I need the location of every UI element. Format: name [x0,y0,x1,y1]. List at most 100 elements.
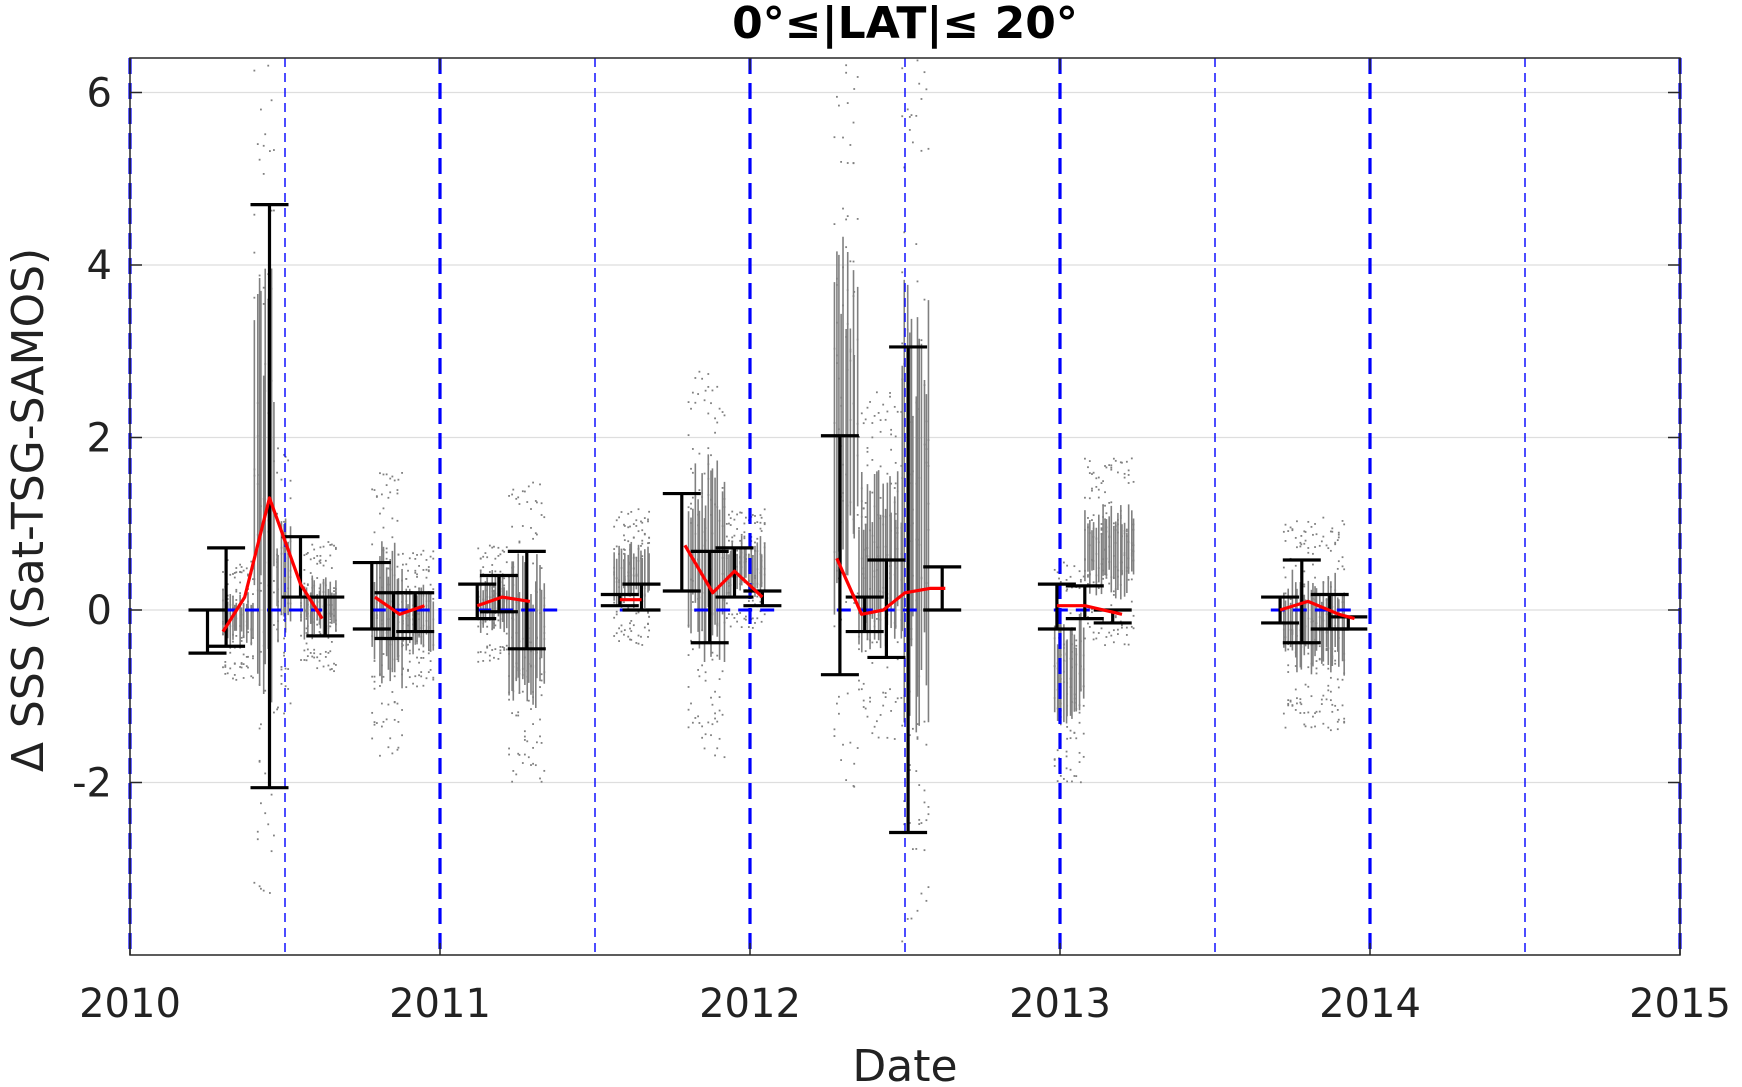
scatter-point [532,746,534,749]
scatter-point [401,642,403,645]
scatter-point [518,640,521,643]
scatter-point [414,675,417,678]
scatter-point [754,549,756,552]
scatter-point [1119,583,1122,586]
scatter-point [416,573,418,576]
scatter-point [739,561,742,563]
scatter-point [879,465,882,468]
scatter-point [890,564,893,567]
scatter-point [327,604,330,606]
scatter-point [1315,660,1318,662]
error-bars [188,203,1368,835]
scatter-point [745,560,747,563]
scatter-point [721,525,724,528]
scatter-point [429,583,432,586]
scatter-point [882,515,885,517]
scatter-point [1084,528,1086,531]
scatter-point [1296,702,1298,705]
scatter-point [1079,580,1082,583]
scatter-point [1088,626,1091,628]
scatter-point [911,415,914,418]
scatter-point [260,108,262,111]
scatter-point [838,695,840,698]
scatter-point [643,594,646,597]
scatter-point [873,575,876,578]
scatter-point [380,586,383,589]
scatter-point [305,642,308,645]
scatter-point [379,673,381,676]
scatter-point [270,379,273,382]
scatter-point [882,704,885,707]
scatter-point [856,454,859,457]
scatter-point [334,664,337,666]
scatter-point [512,690,515,693]
scatter-point [1289,628,1292,631]
scatter-point [539,483,541,486]
scatter-point [303,608,306,611]
scatter-point [1053,758,1056,761]
scatter-point [745,615,747,618]
scatter-point [703,591,706,594]
scatter-point [632,567,635,569]
scatter-point [250,560,253,563]
scatter-point [908,116,911,118]
scatter-point [1110,464,1113,467]
scatter-point [923,298,926,301]
scatter-point [836,284,838,286]
scatter-point [229,667,232,670]
scatter-point [309,652,312,654]
scatter-point [725,557,728,560]
scatter-point [373,489,376,491]
scatter-point [407,585,409,588]
scatter-point [759,572,762,574]
scatter-point [252,593,254,596]
scatter-point [754,574,756,577]
scatter-point [536,609,538,612]
scatter-point [479,651,482,653]
scatter-point [373,680,376,683]
scatter-point [743,531,746,534]
scatter-point [322,591,325,593]
scatter-point [479,576,482,579]
scatter-point [889,688,891,691]
scatter-point [239,666,242,668]
scatter-point [491,628,494,631]
scatter-point [729,570,732,572]
scatter-point [318,587,321,590]
scatter-point [866,547,869,549]
scatter-point [518,503,521,505]
scatter-point [527,637,530,640]
scatter-point [1088,544,1091,547]
scatter-point [412,682,414,685]
scatter-point [1304,625,1307,628]
scatter-point [276,512,279,515]
scatter-point [647,611,649,614]
scatter-point [432,678,435,681]
scatter-point [1088,573,1091,575]
scatter-point [232,573,234,575]
scatter-point [711,532,714,535]
scatter-point [501,618,504,620]
scatter-point [846,692,849,695]
scatter-point [1320,698,1323,701]
scatter-point [1108,631,1111,634]
scatter-point [264,689,267,692]
scatter-point [530,650,532,653]
scatter-point [889,572,891,575]
scatter-point [1296,697,1298,700]
scatter-point [277,620,279,623]
scatter-point [287,602,290,605]
scatter-point [1088,460,1091,462]
error-bar [396,591,435,634]
scatter-point [515,497,518,500]
scatter-point [703,747,706,750]
scatter-point [280,682,283,685]
scatter-point [729,524,732,526]
scatter-point [334,592,337,595]
scatter-point [527,641,530,644]
scatter-point [477,625,480,628]
scatter-cluster [833,64,859,788]
scatter-point [873,625,876,628]
scatter-point [508,675,510,678]
scatter-point [623,523,625,526]
